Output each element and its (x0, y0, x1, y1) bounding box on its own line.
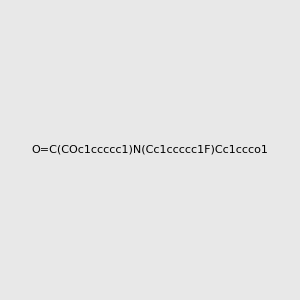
Text: O=C(COc1ccccc1)N(Cc1ccccc1F)Cc1ccco1: O=C(COc1ccccc1)N(Cc1ccccc1F)Cc1ccco1 (32, 145, 268, 155)
